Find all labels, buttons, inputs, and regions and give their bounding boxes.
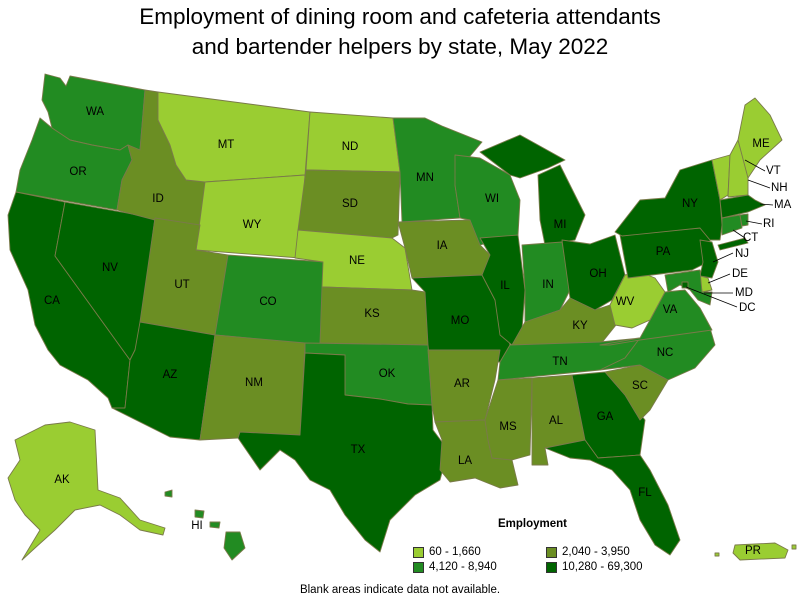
state-NH[interactable] [727,139,749,198]
state-FL[interactable] [544,439,681,556]
state-NJ[interactable] [699,239,719,279]
map-title-line2: and bartender helpers by state, May 2022 [191,34,609,59]
label-OR: OR [69,166,86,178]
label-KS: KS [364,308,380,320]
label-ND: ND [342,141,359,153]
legend-item-2: 4,120 - 8,940 [413,561,497,573]
state-TX[interactable] [237,352,449,553]
label-MD: MD [735,287,753,299]
state-NC[interactable] [599,327,716,381]
state-MD[interactable] [664,269,713,306]
label-NC: NC [657,347,674,359]
legend-item-1: 2,040 - 3,950 [546,546,630,558]
label-MA: MA [774,199,792,211]
label-TN: TN [552,356,567,368]
map-title-line1: Employment of dining room and cafeteria … [139,4,661,29]
label-MO: MO [451,315,470,327]
state-HI[interactable] [164,489,246,561]
label-CT: CT [743,232,758,244]
label-NH: NH [771,182,788,194]
legend-swatch-1 [546,546,557,558]
label-ID: ID [152,193,164,205]
label-NM: NM [245,377,263,389]
state-SD[interactable] [297,169,401,239]
label-WV: WV [616,296,635,308]
label-ME: ME [752,138,770,150]
label-DE: DE [732,268,748,280]
legend-label-2: 4,120 - 8,940 [429,561,497,573]
label-LA: LA [458,455,472,467]
map-title: Employment of dining room and cafeteria … [0,2,800,62]
legend-item-0: 60 - 1,660 [413,546,481,558]
label-MN: MN [416,172,434,184]
label-SC: SC [632,380,648,392]
label-CO: CO [259,296,276,308]
label-VA: VA [663,304,678,316]
state-MT[interactable] [157,91,311,183]
state-ME[interactable] [737,97,783,179]
legend-swatch-3 [546,561,557,573]
label-PR: PR [745,545,761,557]
label-NY: NY [682,198,698,210]
label-IL: IL [500,280,510,292]
legend-label-0: 60 - 1,660 [429,546,481,558]
state-IL[interactable] [479,234,526,346]
label-MI: MI [554,219,567,231]
label-FL: FL [638,487,652,499]
label-WI: WI [485,193,499,205]
state-WY[interactable] [195,174,306,259]
label-HI: HI [191,520,203,532]
state-AK[interactable] [7,421,166,561]
label-AR: AR [454,378,470,390]
label-MS: MS [499,421,517,433]
label-KY: KY [572,320,588,332]
legend-label-3: 10,280 - 69,300 [562,561,643,573]
label-NJ: NJ [735,248,749,260]
label-CA: CA [44,295,60,307]
state-labels: WA OR CA NV ID MT WY UT AZ CO NM ND SD N… [44,106,792,557]
label-IA: IA [437,240,448,252]
label-RI: RI [763,218,775,230]
label-OK: OK [379,368,396,380]
label-GA: GA [597,411,614,423]
label-NE: NE [349,255,365,267]
legend-label-1: 2,040 - 3,950 [562,546,630,558]
state-MI[interactable] [479,134,586,246]
footnote: Blank areas indicate data not available. [299,584,501,596]
label-PA: PA [656,246,671,258]
label-VT: VT [766,165,781,177]
state-VA[interactable] [599,289,713,346]
label-WY: WY [243,219,262,231]
state-RI[interactable] [739,213,749,227]
legend-swatch-2 [413,561,424,573]
label-OH: OH [589,268,606,280]
label-SD: SD [342,198,358,210]
legend-item-3: 10,280 - 69,300 [546,561,643,573]
legend-title: Employment [498,518,568,530]
label-NV: NV [102,262,118,274]
legend-swatch-0 [413,546,424,558]
label-TX: TX [351,444,366,456]
label-WA: WA [86,106,104,118]
label-MT: MT [218,139,235,151]
label-AL: AL [549,415,564,427]
label-IN: IN [542,279,554,291]
states-layer [7,73,797,561]
label-AK: AK [54,474,70,486]
state-CT[interactable] [721,214,743,236]
label-AZ: AZ [163,369,178,381]
label-DC: DC [739,302,756,314]
label-UT: UT [174,279,189,291]
state-PR[interactable] [714,542,797,561]
